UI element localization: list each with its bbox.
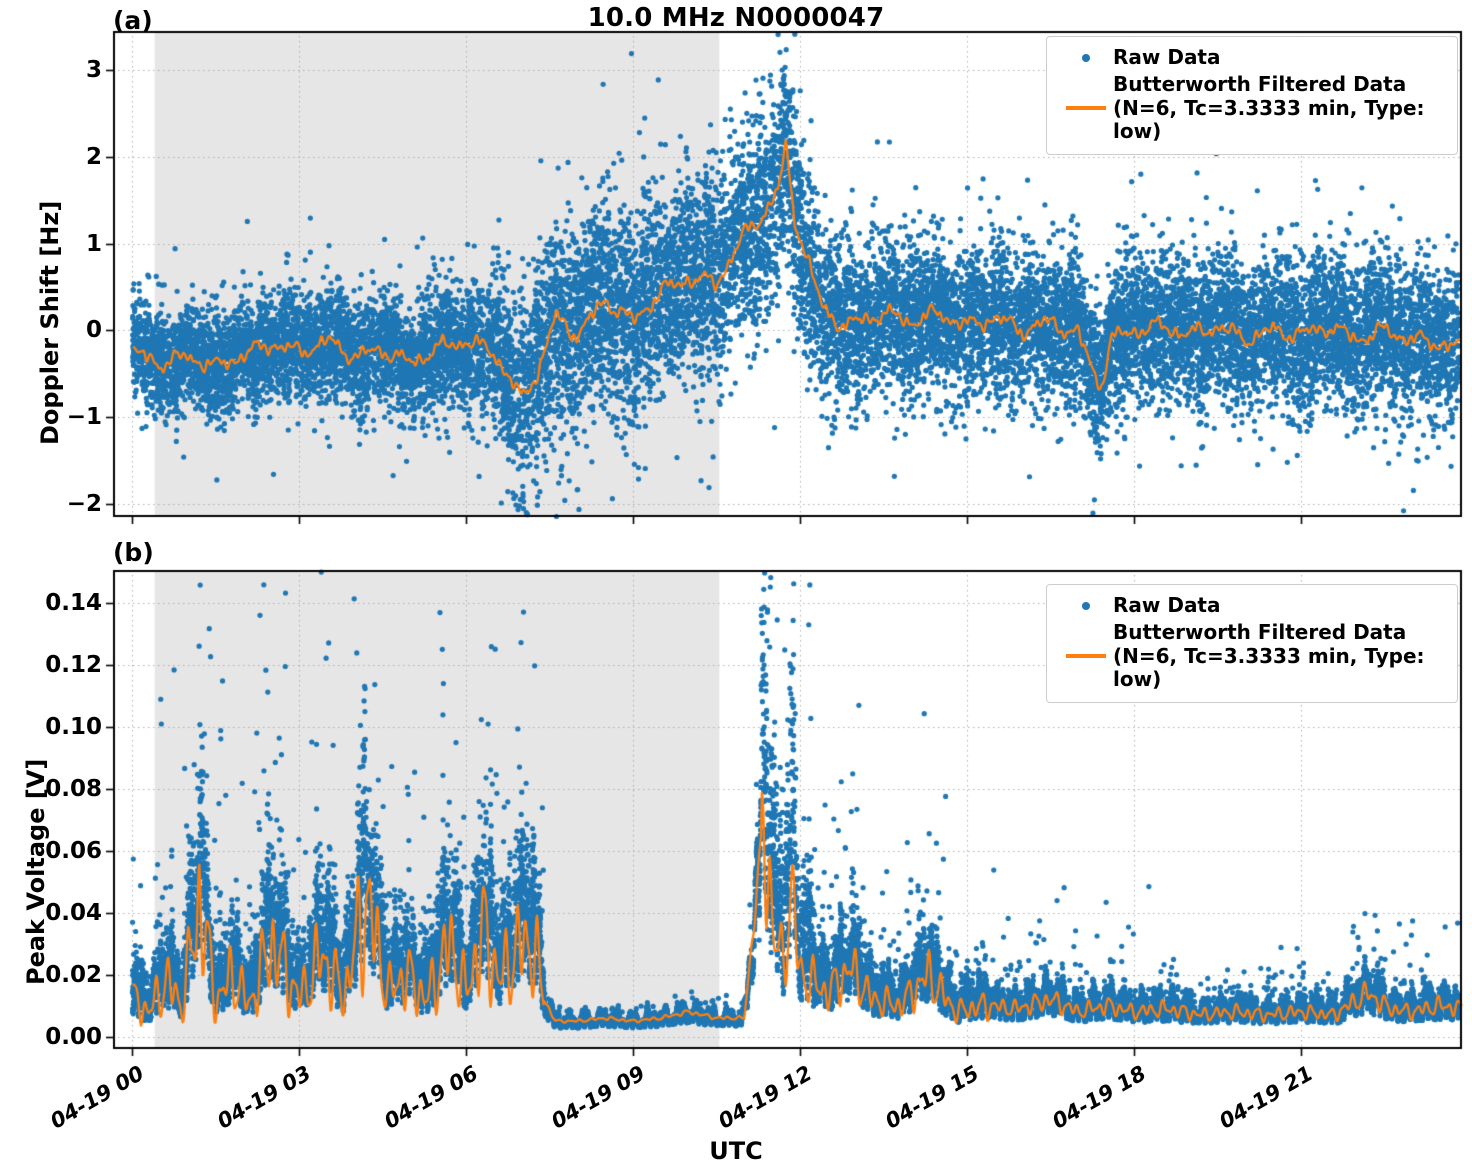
legend-label-filtered: Butterworth Filtered Data (N=6, Tc=3.333… [1113, 620, 1425, 692]
y-tick-label: 3 [85, 57, 102, 84]
y-tick-label: 0.10 [45, 713, 102, 740]
legend-entry-filtered[interactable]: Butterworth Filtered Data (N=6, Tc=3.333… [1059, 620, 1445, 692]
legend-entry-raw[interactable]: Raw Data [1059, 45, 1445, 71]
legend-label-filtered: Butterworth Filtered Data (N=6, Tc=3.333… [1113, 72, 1425, 144]
scatter-marker-icon [1059, 602, 1113, 610]
y-tick-label: 0.12 [45, 651, 102, 678]
y-tick-label: 0 [85, 317, 102, 344]
panel-a-legend[interactable]: Raw Data Butterworth Filtered Data (N=6,… [1046, 36, 1458, 155]
legend-entry-filtered[interactable]: Butterworth Filtered Data (N=6, Tc=3.333… [1059, 72, 1445, 144]
y-tick-label: −1 [66, 404, 102, 431]
line-marker-icon [1059, 654, 1113, 659]
legend-label-raw: Raw Data [1113, 593, 1221, 618]
y-tick-label: 0.08 [45, 775, 102, 802]
y-tick-label: 2 [85, 143, 102, 170]
y-tick-label: 1 [85, 230, 102, 257]
y-tick-label: 0.14 [45, 589, 102, 616]
legend-label-raw: Raw Data [1113, 45, 1221, 70]
y-tick-label: 0.02 [45, 961, 102, 988]
y-tick-label: 0.06 [45, 837, 102, 864]
y-tick-label: 0.04 [45, 899, 102, 926]
y-tick-label: 0.00 [45, 1023, 102, 1050]
scatter-marker-icon [1059, 54, 1113, 62]
panel-a-label: (a) [113, 6, 153, 35]
line-marker-icon [1059, 106, 1113, 111]
panel-b-legend[interactable]: Raw Data Butterworth Filtered Data (N=6,… [1046, 584, 1458, 703]
page-title: 10.0 MHz N0000047 [587, 3, 885, 33]
y-tick-label: −2 [66, 490, 102, 517]
x-axis-label: UTC [709, 1137, 763, 1165]
legend-entry-raw[interactable]: Raw Data [1059, 593, 1445, 619]
panel-b-label: (b) [113, 538, 154, 567]
